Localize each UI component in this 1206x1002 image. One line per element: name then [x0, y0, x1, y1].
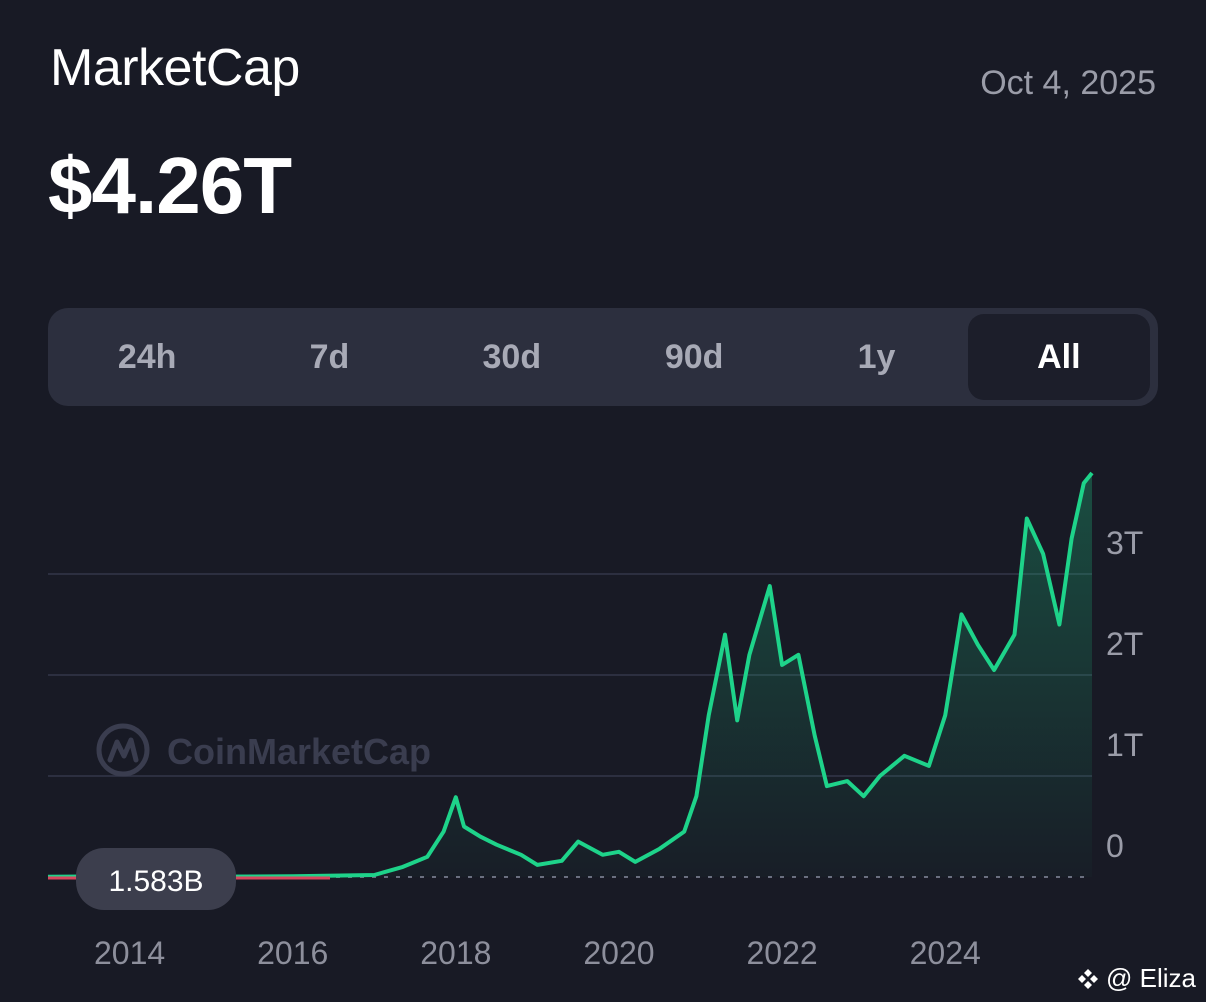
market-cap-value: $4.26T	[48, 141, 292, 230]
credit-text: @ Eliza	[1106, 963, 1196, 993]
watermark-text: CoinMarketCap	[167, 731, 431, 772]
x-tick-label: 2018	[420, 935, 491, 971]
tab-24h[interactable]: 24h	[117, 337, 177, 376]
start-value-badge: 1.583B	[76, 848, 236, 910]
area-fill	[48, 473, 1092, 877]
tab-90d[interactable]: 90d	[664, 337, 724, 376]
x-tick-label: 2014	[94, 935, 165, 971]
timeframe-tabs: 24h 7d 30d 90d 1y All	[48, 308, 1158, 406]
area-path	[48, 473, 1092, 877]
tab-all[interactable]: All	[967, 314, 1150, 400]
x-tick-label: 2024	[910, 935, 981, 971]
y-tick-label: 0	[1106, 828, 1124, 864]
x-tick-label: 2020	[583, 935, 654, 971]
market-cap-line	[47, 471, 1094, 879]
y-tick-label: 1T	[1106, 727, 1143, 763]
credit: @ Eliza	[1076, 963, 1196, 994]
y-tick-label: 3T	[1106, 525, 1143, 561]
y-tick-label: 2T	[1106, 626, 1143, 662]
x-tick-label: 2016	[257, 935, 328, 971]
date-label: Oct 4, 2025	[980, 64, 1156, 102]
y-axis: 0 1T 2T 3T	[1106, 525, 1143, 864]
x-tick-label: 2022	[746, 935, 817, 971]
binance-diamond-icon	[1078, 968, 1099, 989]
x-axis: 2014 2016 2018 2020 2022 2024	[94, 935, 981, 971]
coinmarketcap-watermark: CoinMarketCap	[96, 723, 431, 777]
coinmarketcap-logo-icon	[96, 723, 150, 777]
start-value-label: 1.583B	[108, 865, 203, 898]
tab-1y[interactable]: 1y	[857, 337, 896, 376]
page-title: MarketCap	[50, 39, 300, 97]
tab-30d[interactable]: 30d	[482, 337, 542, 376]
tab-7d[interactable]: 7d	[309, 337, 350, 376]
